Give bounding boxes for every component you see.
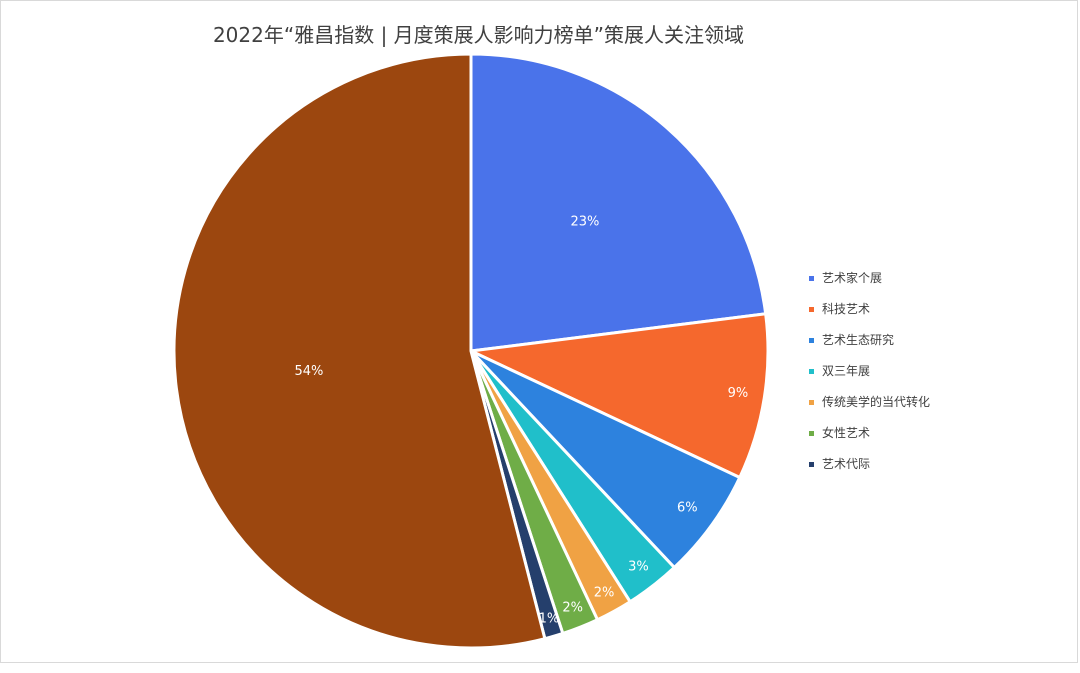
legend-item-7: 艺术代际 (809, 456, 930, 487)
legend-item-6: 女性艺术 (809, 425, 930, 456)
slice-data-label-5: 2% (594, 586, 615, 601)
chart-title: 2022年“雅昌指数 | 月度策展人影响力榜单”策展人关注领域 (212, 23, 745, 47)
legend-swatch-icon (809, 307, 814, 312)
legend-label: 女性艺术 (822, 426, 871, 440)
legend-swatch-icon (809, 369, 814, 374)
slice-data-label-7: 1% (539, 612, 560, 627)
legend-label: 艺术代际 (822, 457, 871, 471)
pie-slice-2 (469, 312, 770, 479)
legend-label: 科技艺术 (822, 302, 871, 316)
legend-label: 双三年展 (822, 364, 871, 378)
legend-swatch-icon (809, 462, 814, 467)
pie-slice-1 (469, 52, 768, 353)
legend-swatch-icon (809, 276, 814, 281)
legend-item-4: 双三年展 (809, 363, 930, 394)
slice-data-label-8: 54% (294, 364, 323, 379)
slice-data-label-2: 9% (728, 386, 749, 401)
legend-swatch-icon (809, 338, 814, 343)
legend-label: 艺术家个展 (822, 271, 883, 285)
slice-data-label-3: 6% (677, 501, 698, 516)
legend-item-2: 科技艺术 (809, 301, 930, 332)
legend-swatch-icon (809, 400, 814, 405)
legend-item-5: 传统美学的当代转化 (809, 394, 930, 425)
legend-item-1: 艺术家个展 (809, 270, 930, 301)
slice-data-label-4: 3% (628, 559, 649, 574)
pie-slice-8 (172, 52, 547, 650)
legend-label: 艺术生态研究 (822, 333, 895, 347)
legend-label: 传统美学的当代转化 (822, 395, 931, 409)
slice-data-label-1: 23% (570, 214, 599, 229)
slice-data-label-6: 2% (562, 600, 583, 615)
legend-item-3: 艺术生态研究 (809, 332, 930, 363)
legend-swatch-icon (809, 431, 814, 436)
chart-legend: 艺术家个展科技艺术艺术生态研究 双三年展传统美学的当代转化 女性艺术艺术代际 (809, 270, 930, 487)
